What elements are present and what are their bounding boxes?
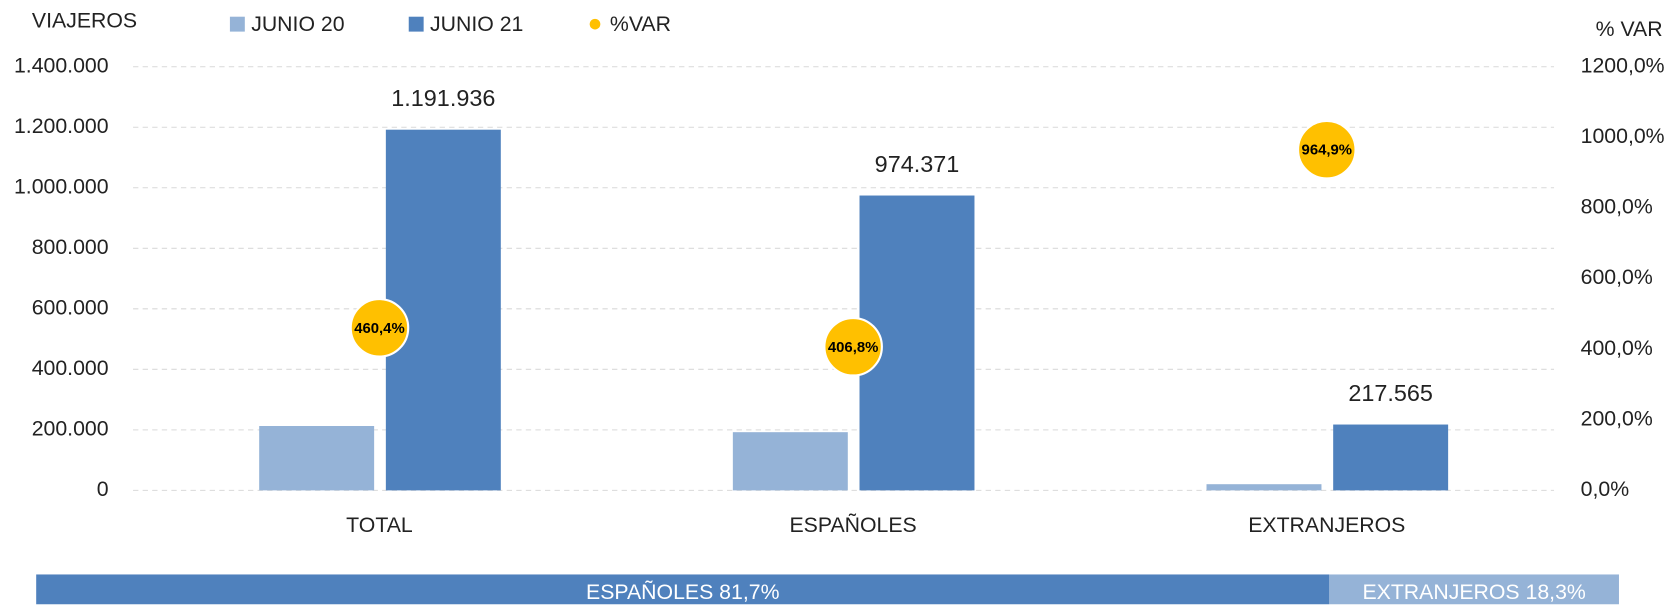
- var-label: 964,9%: [1302, 143, 1353, 159]
- y2-axis-title: % VAR: [1596, 17, 1663, 41]
- share-label: EXTRANJEROS 18,3%: [1362, 580, 1585, 604]
- y2-tick-label: 1200,0%: [1581, 53, 1665, 77]
- bar: [1333, 424, 1449, 491]
- var-label: 460,4%: [354, 321, 405, 337]
- share-label: ESPAÑOLES 81,7%: [586, 579, 780, 604]
- y-tick-label: 1.200.000: [14, 114, 109, 138]
- y2-tick-label: 200,0%: [1581, 406, 1653, 430]
- legend-label: JUNIO 21: [430, 12, 523, 36]
- data-label: 217.565: [1348, 380, 1433, 406]
- y-tick-label: 600.000: [32, 295, 109, 319]
- var-marker: [349, 298, 410, 358]
- y-tick-label: 200.000: [32, 416, 109, 440]
- bar: [259, 426, 375, 491]
- x-tick-label: EXTRANJEROS: [1248, 513, 1405, 537]
- legend-label: JUNIO 20: [251, 12, 344, 36]
- y2-tick-label: 1000,0%: [1581, 124, 1665, 148]
- bar: [732, 432, 848, 491]
- var-marker: [1296, 119, 1357, 180]
- data-label: 1.191.936: [391, 85, 495, 111]
- y-tick-label: 1.400.000: [14, 53, 109, 77]
- y2-tick-label: 400,0%: [1581, 336, 1653, 360]
- legend-swatch: [408, 16, 424, 32]
- y2-tick-label: 800,0%: [1581, 195, 1653, 219]
- bar: [1206, 484, 1322, 491]
- share-segment: [36, 574, 1330, 605]
- var-label: 406,8%: [828, 340, 879, 356]
- x-tick-label: TOTAL: [346, 513, 413, 537]
- data-label: 974.371: [875, 151, 960, 177]
- x-tick-label: ESPAÑOLES: [789, 512, 916, 537]
- y-tick-label: 800.000: [32, 235, 109, 259]
- y-axis-title: VIAJEROS: [32, 9, 137, 33]
- var-marker: [823, 316, 883, 377]
- y-tick-label: 400.000: [32, 356, 109, 380]
- share-segment: [1329, 574, 1619, 605]
- legend-swatch: [589, 18, 601, 30]
- bar: [385, 129, 501, 491]
- legend-label: %VAR: [610, 12, 671, 36]
- y-tick-label: 0: [97, 477, 109, 501]
- y-tick-label: 1.000.000: [14, 174, 109, 198]
- y2-tick-label: 600,0%: [1581, 265, 1653, 289]
- legend-swatch: [229, 16, 245, 32]
- y2-tick-label: 0,0%: [1581, 477, 1630, 501]
